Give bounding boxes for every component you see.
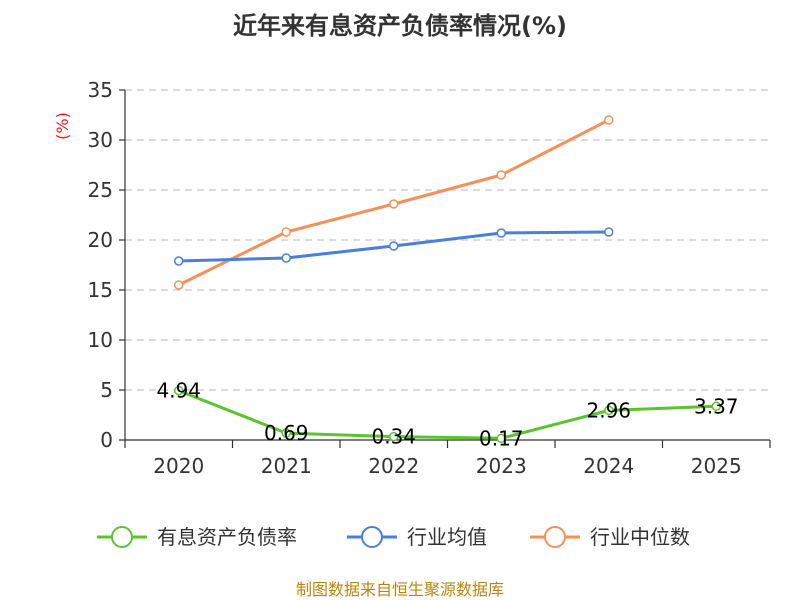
data-label: 3.37	[694, 394, 739, 418]
chart-title: 近年来有息资产负债率情况(%)	[233, 12, 567, 40]
data-point	[496, 433, 506, 444]
data-point	[389, 241, 399, 251]
data-point	[604, 405, 614, 416]
data-label: 0.69	[264, 421, 309, 445]
legend: 有息资产负债率 行业均值 行业中位数	[97, 525, 690, 549]
y-tick-label: 0	[100, 428, 113, 452]
x-tick-label: 2024	[583, 454, 634, 478]
data-point	[281, 428, 291, 438]
data-point	[389, 431, 399, 442]
y-tick-label: 30	[88, 128, 113, 152]
data-point	[604, 115, 614, 125]
data-label: 0.17	[479, 426, 524, 450]
series-group: 4.94 0.69 0.34 0.17 2.96 3.37	[156, 115, 739, 450]
data-source-note: 制图数据来自恒生聚源数据库	[296, 580, 504, 599]
data-point	[174, 256, 184, 266]
y-tick-label: 35	[88, 78, 113, 102]
legend-label: 有息资产负债率	[157, 525, 297, 549]
data-label: 2.96	[586, 398, 631, 422]
y-tick-label: 15	[88, 278, 113, 302]
legend-swatch-marker	[361, 526, 383, 548]
legend-label: 行业中位数	[590, 525, 690, 549]
data-label: 0.34	[371, 425, 416, 449]
x-tick-label: 2025	[691, 454, 742, 478]
data-point	[604, 227, 614, 237]
data-point	[389, 199, 399, 209]
y-axis-unit: (%)	[53, 112, 72, 140]
x-tick-label: 2023	[476, 454, 527, 478]
y-tick-label: 5	[100, 378, 113, 402]
y-tick-label: 20	[88, 228, 113, 252]
data-point	[174, 385, 184, 396]
data-point	[174, 280, 184, 290]
legend-label: 行业均值	[407, 525, 487, 549]
series-line	[178, 389, 717, 440]
data-point	[496, 228, 506, 238]
x-tick-label: 2022	[368, 454, 419, 478]
legend-swatch-marker	[111, 526, 133, 548]
data-point	[496, 170, 506, 180]
legend-swatch-marker	[544, 526, 566, 548]
data-point	[281, 253, 291, 263]
y-tick-label: 10	[88, 328, 113, 352]
data-point	[281, 227, 291, 237]
data-label: 4.94	[156, 379, 201, 403]
x-tick-label: 2021	[261, 454, 312, 478]
data-point	[711, 401, 721, 412]
y-tick-label: 25	[88, 178, 113, 202]
x-tick-label: 2020	[153, 454, 204, 478]
